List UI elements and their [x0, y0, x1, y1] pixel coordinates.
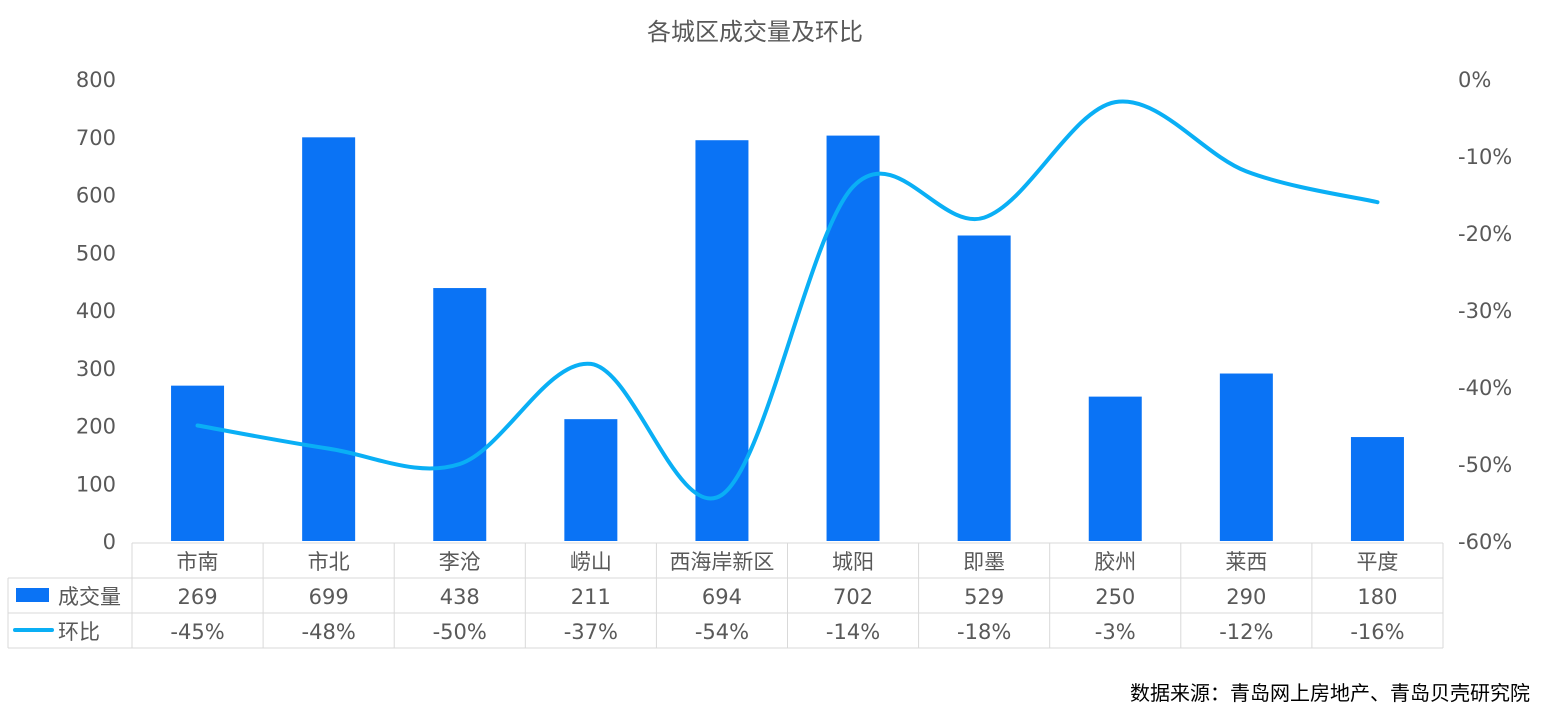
- table-value: -45%: [170, 620, 224, 644]
- category-label: 城阳: [832, 550, 874, 574]
- table-value: 250: [1095, 585, 1135, 609]
- left-tick-label: 800: [76, 68, 116, 92]
- left-tick-label: 400: [76, 299, 116, 323]
- category-label: 胶州: [1094, 550, 1136, 574]
- right-tick-label: -30%: [1458, 299, 1512, 323]
- left-axis: 0 100 200 300 400 500 600 700 800: [76, 68, 116, 554]
- series-name: 成交量: [58, 585, 121, 609]
- source-note: 数据来源：青岛网上房地产、青岛贝壳研究院: [1130, 681, 1530, 705]
- category-label: 即墨: [963, 550, 1005, 574]
- left-tick-label: 700: [76, 126, 116, 150]
- left-tick-label: 0: [103, 530, 116, 554]
- bar: [564, 419, 618, 541]
- category-label: 市南: [177, 550, 219, 574]
- table-value: 699: [309, 585, 349, 609]
- category-label: 李沧: [439, 550, 481, 574]
- right-tick-label: -10%: [1458, 145, 1512, 169]
- bar: [171, 385, 225, 541]
- right-tick-label: -20%: [1458, 222, 1512, 246]
- table-value: -37%: [564, 620, 618, 644]
- table-value: -48%: [302, 620, 356, 644]
- bar: [957, 235, 1011, 541]
- left-tick-label: 300: [76, 357, 116, 381]
- series-name: 环比: [58, 620, 100, 644]
- bar: [1219, 373, 1273, 541]
- bar: [826, 135, 880, 541]
- table-value: 269: [178, 585, 218, 609]
- bar-series: [171, 135, 1404, 541]
- left-tick-label: 500: [76, 241, 116, 265]
- right-tick-label: -40%: [1458, 376, 1512, 400]
- bar: [695, 140, 749, 541]
- table-value: 438: [440, 585, 480, 609]
- table-value: -16%: [1350, 620, 1404, 644]
- category-label: 平度: [1356, 550, 1398, 574]
- table-value: 211: [571, 585, 611, 609]
- left-tick-label: 600: [76, 184, 116, 208]
- chart-title: 各城区成交量及环比: [647, 18, 863, 46]
- bar: [1088, 396, 1142, 541]
- bar: [302, 137, 356, 541]
- table-value: -14%: [826, 620, 880, 644]
- left-tick-label: 200: [76, 415, 116, 439]
- category-label: 西海岸新区: [669, 550, 774, 574]
- category-label: 市北: [308, 550, 350, 574]
- table-value: -18%: [957, 620, 1011, 644]
- right-tick-label: -60%: [1458, 530, 1512, 554]
- right-tick-label: -50%: [1458, 453, 1512, 477]
- table-value: -12%: [1219, 620, 1273, 644]
- table-value: 180: [1357, 585, 1397, 609]
- right-tick-label: 0%: [1458, 68, 1491, 92]
- table-value: -3%: [1095, 620, 1136, 644]
- line-series: [195, 99, 1380, 501]
- table-value: 702: [833, 585, 873, 609]
- legend-bar-swatch: [16, 588, 49, 602]
- category-label: 莱西: [1225, 550, 1267, 574]
- table-value: -50%: [433, 620, 487, 644]
- line-path: [195, 99, 1380, 501]
- bar: [1350, 437, 1404, 541]
- table-value: -54%: [695, 620, 749, 644]
- left-tick-label: 100: [76, 472, 116, 496]
- right-axis: -60% -50% -40% -30% -20% -10% 0%: [1458, 68, 1512, 554]
- table-value: 529: [964, 585, 1004, 609]
- table-value: 290: [1226, 585, 1266, 609]
- table-value: 694: [702, 585, 742, 609]
- bar: [433, 288, 487, 541]
- category-label: 崂山: [570, 550, 612, 574]
